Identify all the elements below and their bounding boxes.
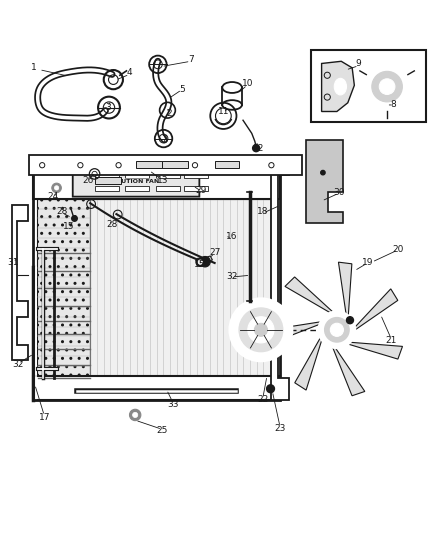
Polygon shape xyxy=(285,277,333,313)
Polygon shape xyxy=(12,205,28,360)
Polygon shape xyxy=(201,256,212,263)
Bar xyxy=(95,185,119,191)
Circle shape xyxy=(379,79,395,94)
Text: 1: 1 xyxy=(31,63,36,72)
Polygon shape xyxy=(306,140,343,223)
Text: 11: 11 xyxy=(218,107,229,116)
Text: 12: 12 xyxy=(253,144,264,153)
Text: 29: 29 xyxy=(196,185,207,195)
Polygon shape xyxy=(73,166,199,197)
Bar xyxy=(95,176,121,183)
Ellipse shape xyxy=(334,78,346,95)
Text: CAUTION FAN: CAUTION FAN xyxy=(113,179,160,184)
Bar xyxy=(215,161,239,168)
Text: 22: 22 xyxy=(257,395,268,404)
Circle shape xyxy=(330,323,343,336)
Text: 17: 17 xyxy=(39,413,50,422)
Circle shape xyxy=(254,323,268,336)
Text: 30: 30 xyxy=(333,188,345,197)
Circle shape xyxy=(372,71,403,102)
Polygon shape xyxy=(333,348,365,396)
Text: 2: 2 xyxy=(166,109,172,118)
Text: 15: 15 xyxy=(194,260,205,269)
Circle shape xyxy=(54,185,59,190)
Bar xyxy=(184,173,208,179)
Polygon shape xyxy=(272,157,289,400)
Text: 9: 9 xyxy=(356,59,362,68)
Text: 7: 7 xyxy=(188,54,194,63)
Polygon shape xyxy=(348,342,403,359)
Polygon shape xyxy=(295,338,322,390)
Text: 16: 16 xyxy=(226,232,238,241)
Text: 13: 13 xyxy=(156,175,168,184)
Circle shape xyxy=(52,183,61,193)
Text: 31: 31 xyxy=(7,257,19,266)
Circle shape xyxy=(363,62,411,111)
Bar xyxy=(33,171,280,199)
Bar xyxy=(155,173,180,179)
Bar xyxy=(125,185,149,191)
Text: 3: 3 xyxy=(105,103,110,111)
Bar xyxy=(311,51,426,123)
Circle shape xyxy=(200,256,210,267)
Text: 32: 32 xyxy=(12,360,24,369)
Text: 33: 33 xyxy=(167,400,179,408)
Circle shape xyxy=(346,317,353,324)
Bar xyxy=(33,376,280,400)
Polygon shape xyxy=(339,262,352,316)
Text: 28: 28 xyxy=(106,220,118,229)
Text: 28: 28 xyxy=(56,207,67,216)
Text: 21: 21 xyxy=(386,336,397,345)
Text: 19: 19 xyxy=(362,257,373,266)
Polygon shape xyxy=(321,61,354,111)
Bar xyxy=(125,173,149,179)
Circle shape xyxy=(130,409,141,421)
Bar xyxy=(95,173,119,179)
Circle shape xyxy=(133,413,138,417)
Bar xyxy=(33,171,280,400)
Text: 32: 32 xyxy=(226,272,238,280)
Bar xyxy=(37,199,90,376)
Circle shape xyxy=(318,311,355,348)
Circle shape xyxy=(230,298,292,361)
Text: 15: 15 xyxy=(63,222,74,231)
Polygon shape xyxy=(355,289,398,330)
Text: 4: 4 xyxy=(127,68,132,77)
Text: 26: 26 xyxy=(82,175,94,184)
Text: 10: 10 xyxy=(242,79,253,87)
Text: 5: 5 xyxy=(179,85,185,94)
Circle shape xyxy=(196,258,205,266)
Text: 20: 20 xyxy=(392,245,404,254)
Text: 24: 24 xyxy=(47,192,59,201)
Polygon shape xyxy=(269,322,320,343)
Bar xyxy=(90,199,277,376)
Text: 7: 7 xyxy=(162,135,167,144)
Circle shape xyxy=(325,318,349,342)
Text: 25: 25 xyxy=(156,426,168,435)
Circle shape xyxy=(253,144,260,152)
Circle shape xyxy=(248,317,274,343)
Bar xyxy=(184,185,208,191)
Bar xyxy=(29,155,302,175)
Text: 18: 18 xyxy=(257,207,268,216)
Text: 8: 8 xyxy=(391,100,396,109)
Circle shape xyxy=(239,308,283,352)
Circle shape xyxy=(198,260,202,264)
Bar xyxy=(162,161,188,168)
Text: 27: 27 xyxy=(209,248,220,257)
Text: 23: 23 xyxy=(275,424,286,433)
Bar xyxy=(155,185,180,191)
Circle shape xyxy=(321,171,325,175)
Bar xyxy=(136,161,162,168)
Circle shape xyxy=(267,385,275,393)
